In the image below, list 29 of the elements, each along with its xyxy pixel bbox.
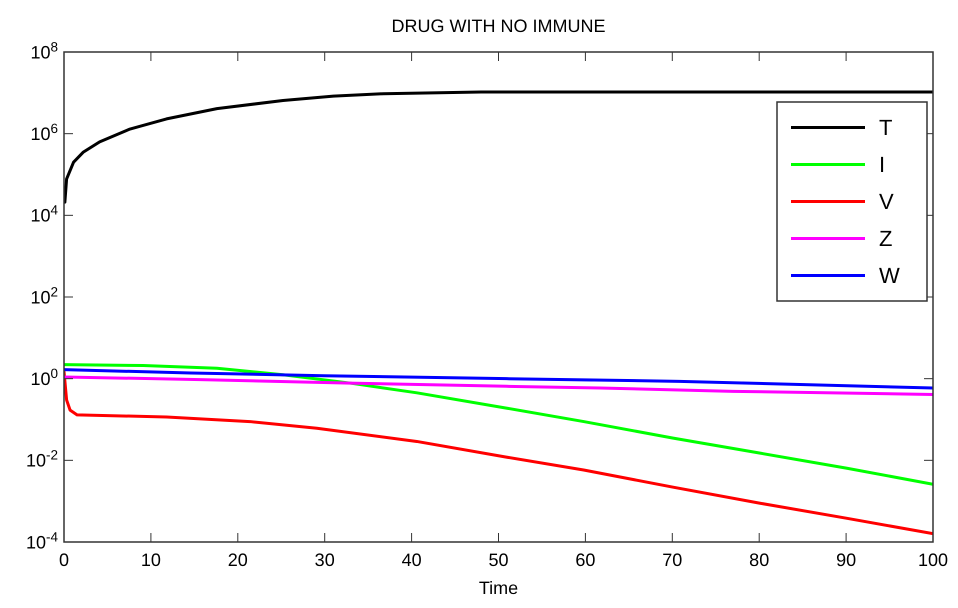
y-tick-label: 10$^{-2}$ (26, 447, 58, 471)
y-tick-label: 10$^{6}$ (30, 120, 58, 144)
x-tick-label: 30 (314, 550, 335, 570)
x-tick-label: 40 (402, 550, 422, 570)
legend-label: W (879, 263, 900, 288)
x-tick-label: 80 (749, 550, 770, 570)
x-axis-title: Time (478, 578, 518, 598)
line-series (64, 370, 933, 536)
line-series (64, 375, 933, 396)
y-tick-label: 10$^{8}$ (30, 38, 58, 62)
x-tick-label: 70 (662, 550, 682, 570)
x-tick-label: 50 (488, 550, 509, 570)
legend-label: I (879, 152, 886, 178)
chart-title: DRUG WITH NO IMMUNE (392, 16, 606, 36)
x-tick-label: 60 (575, 550, 596, 570)
y-tick-label: 10$^{-4}$ (26, 528, 58, 552)
line-series (64, 363, 933, 486)
x-tick-label: 100 (918, 550, 948, 570)
legend-label: Z (879, 226, 892, 252)
x-tick-label: 20 (228, 550, 248, 570)
y-tick-label: 10$^{0}$ (30, 365, 58, 389)
y-tick-label: 10$^{4}$ (30, 202, 58, 226)
line-series (64, 368, 933, 390)
legend-label: T (879, 115, 892, 140)
y-tick-label: 10$^{2}$ (30, 284, 58, 308)
x-tick-label: 90 (836, 550, 856, 570)
x-tick-label: 0 (58, 550, 70, 570)
x-tick-label: 10 (140, 550, 161, 570)
legend-label: V (879, 189, 894, 214)
